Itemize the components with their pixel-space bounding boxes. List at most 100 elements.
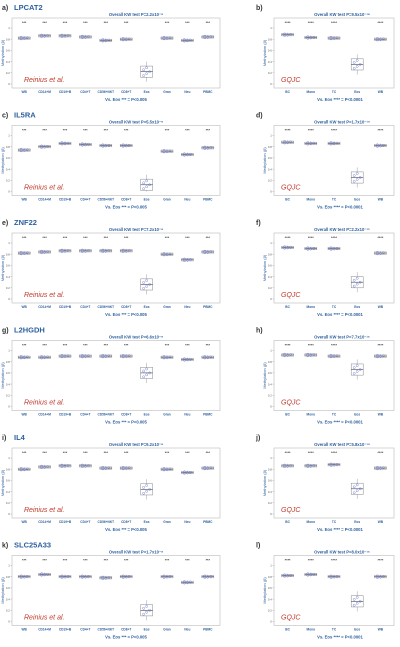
data-point <box>43 573 46 577</box>
x-tick-label: Eos <box>144 198 150 202</box>
data-point <box>286 464 289 468</box>
data-point <box>358 368 362 371</box>
data-point <box>329 141 333 144</box>
kw-test-label: Overall KW test P=5.8x10⁻¹⁹ <box>314 442 370 447</box>
data-point <box>183 39 186 43</box>
data-point <box>376 465 379 469</box>
data-point <box>84 575 87 579</box>
data-point <box>203 34 207 38</box>
data-point <box>162 253 166 257</box>
data-point <box>40 466 43 470</box>
data-point <box>183 152 186 156</box>
data-point <box>376 252 379 256</box>
data-point <box>206 146 210 150</box>
data-point <box>168 149 172 153</box>
data-point <box>84 355 87 358</box>
panel-letter: c) <box>2 113 8 120</box>
x-tick-label: WB <box>378 305 384 309</box>
data-point <box>332 142 336 145</box>
data-point <box>107 354 111 358</box>
y-axis-label: Methylation (β) <box>262 147 267 174</box>
data-point <box>145 490 148 493</box>
sig-marker: *** <box>165 129 170 133</box>
y-tick-label: 0.2 <box>268 179 272 183</box>
data-point <box>376 576 379 579</box>
x-tick-label: CD8+T <box>121 628 131 632</box>
y-tick-label: 0 <box>8 82 10 86</box>
data-point <box>162 37 166 41</box>
sig-marker: **** <box>377 236 383 240</box>
sig-marker: *** <box>124 129 129 133</box>
data-point <box>209 35 213 38</box>
sig-marker: *** <box>22 344 27 348</box>
data-point <box>332 355 336 358</box>
data-point <box>142 375 145 379</box>
data-point <box>335 141 339 145</box>
y-tick-label: 0.4 <box>6 382 10 386</box>
data-point <box>312 35 316 39</box>
x-tick-label: WB <box>378 90 384 94</box>
data-point <box>335 36 339 40</box>
data-point <box>101 354 105 357</box>
data-point <box>19 35 23 39</box>
sig-marker: *** <box>83 236 88 240</box>
y-tick-label: 0.8 <box>268 145 272 149</box>
sig-marker: **** <box>331 559 337 563</box>
plot-frame <box>273 555 395 626</box>
y-tick-label: 0.6 <box>268 479 272 483</box>
data-point <box>121 576 125 579</box>
dataset-label: Reinius et al. <box>24 507 65 514</box>
data-point <box>286 353 289 357</box>
data-point <box>329 355 333 359</box>
data-point <box>306 35 310 39</box>
data-point <box>335 463 339 466</box>
data-point <box>145 484 148 487</box>
data-point <box>355 602 359 605</box>
data-point <box>142 491 145 495</box>
data-point <box>107 466 111 470</box>
data-point <box>145 279 148 282</box>
data-point <box>329 464 333 467</box>
x-tick-label: Gran <box>163 198 170 202</box>
y-tick-label: 0.6 <box>6 264 10 268</box>
data-point <box>60 463 64 467</box>
data-point <box>81 354 84 357</box>
x-tick-label: CD8+T <box>121 198 131 202</box>
panel-letter: k) <box>2 543 8 550</box>
data-point <box>379 252 382 255</box>
y-tick-label: 0.4 <box>268 382 272 386</box>
y-axis-label: Methylation (β) <box>0 147 5 174</box>
y-tick-label: 0.2 <box>6 609 10 613</box>
panel-f: f) Overall KW test P=2.2x10⁻¹⁵ Methylation… <box>256 220 395 317</box>
data-point <box>382 144 385 147</box>
y-tick-label: 1 <box>270 134 272 138</box>
data-point <box>186 153 189 157</box>
data-point <box>312 572 316 576</box>
data-point <box>60 141 64 144</box>
sig-marker: *** <box>42 129 47 133</box>
data-point <box>309 142 313 145</box>
plot-frame <box>273 447 395 519</box>
x-tick-label: WB <box>22 305 28 309</box>
data-point <box>104 467 108 470</box>
sig-marker: **** <box>285 236 291 240</box>
x-tick-label: CD4+T <box>80 198 90 202</box>
x-tick-label: Neu <box>184 198 190 202</box>
x-tick-label: WB <box>22 90 28 94</box>
data-point <box>209 146 213 149</box>
panel-d: d) Overall KW test P=1.7x10⁻¹⁹ Methylation… <box>256 113 395 210</box>
data-point <box>40 146 43 149</box>
x-tick-label: CD19+B <box>59 628 72 632</box>
data-point <box>127 575 131 578</box>
significance-footer: Vs. Eos *** = P<0.005 <box>105 205 147 210</box>
data-point <box>189 38 192 42</box>
x-tick-label: BC <box>285 520 290 524</box>
x-tick-label: CD56+NKT <box>98 628 115 632</box>
data-point <box>306 142 310 146</box>
data-point <box>25 36 29 40</box>
data-point <box>203 356 207 360</box>
x-tick-label: CD4+T <box>80 413 90 417</box>
x-tick-label: Eos <box>354 90 360 94</box>
data-point <box>186 358 189 362</box>
data-point <box>121 143 125 147</box>
